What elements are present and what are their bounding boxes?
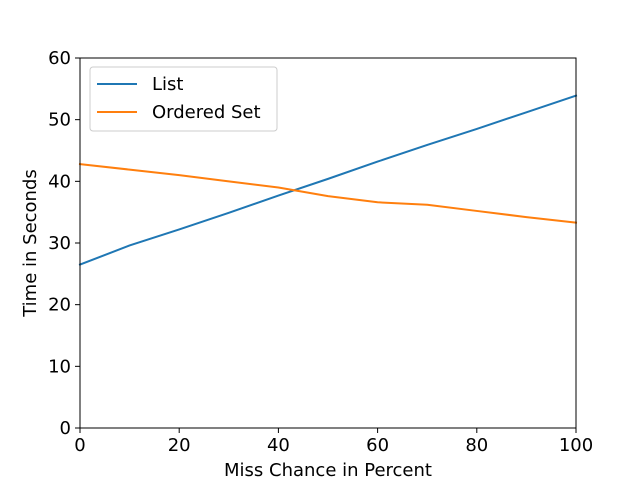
- series-line-list: [78, 94, 578, 266]
- x-tick-label: 0: [74, 435, 85, 456]
- y-tick-label: 10: [48, 356, 71, 377]
- x-tick-label: 20: [168, 435, 191, 456]
- legend-label-list: List: [152, 74, 183, 95]
- x-tick-label: 60: [366, 435, 389, 456]
- y-tick-label: 0: [60, 418, 71, 439]
- y-tick-label: 20: [48, 295, 71, 316]
- x-tick-label: 40: [267, 435, 290, 456]
- y-tick-label: 60: [48, 48, 71, 69]
- legend-label-ordered-set: Ordered Set: [152, 102, 261, 123]
- series-layer: [78, 94, 578, 266]
- y-axis: 0 10 20 30 40 50 60: [48, 48, 80, 439]
- x-tick-label: 80: [465, 435, 488, 456]
- y-tick-label: 30: [48, 233, 71, 254]
- x-tick-label: 100: [559, 435, 593, 456]
- y-tick-label: 40: [48, 171, 71, 192]
- series-line-ordered-set: [78, 162, 578, 224]
- y-axis-label: Time in Seconds: [20, 169, 41, 318]
- legend: List Ordered Set: [89, 66, 278, 132]
- y-tick-label: 50: [48, 110, 71, 131]
- x-axis-label: Miss Chance in Percent: [224, 460, 432, 480]
- x-axis: 0 20 40 60 80 100: [74, 428, 593, 456]
